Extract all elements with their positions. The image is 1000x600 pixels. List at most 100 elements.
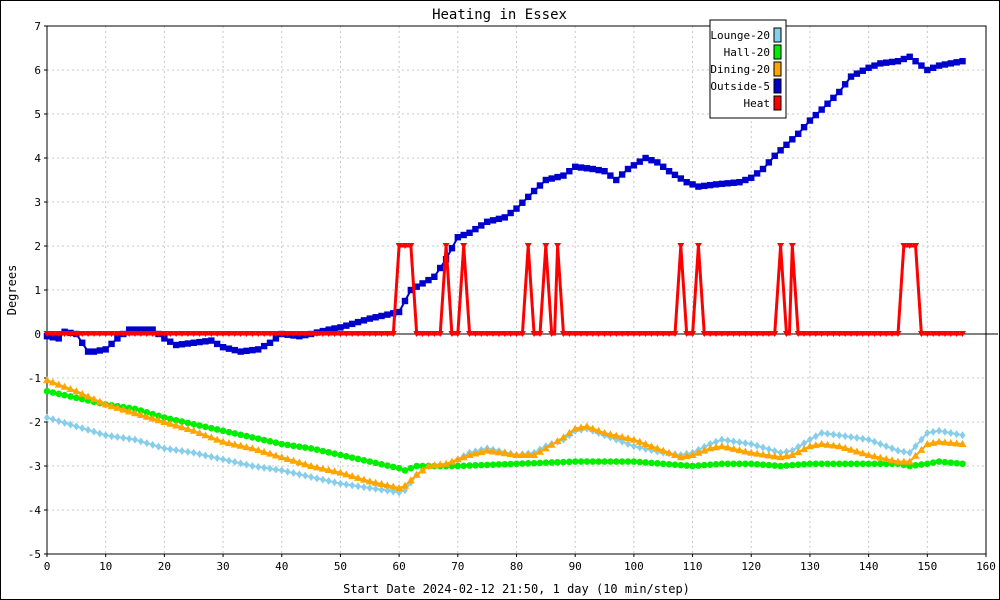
data-point [389,463,397,471]
data-point [143,331,151,337]
data-point [683,462,690,469]
data-point [582,422,591,430]
data-point [553,437,562,445]
data-point [325,449,333,456]
data-point [877,60,884,67]
data-point [148,414,157,422]
data-point [220,455,227,464]
data-point [419,280,426,287]
data-point [689,331,697,337]
data-point [243,432,250,440]
data-point [888,456,897,464]
data-point [431,273,438,280]
data-point [865,331,873,337]
data-point [841,443,850,451]
data-point [495,461,503,468]
data-point [905,457,914,465]
data-point [906,243,914,249]
data-point [736,438,743,447]
data-point [595,166,602,174]
data-point [789,461,796,469]
data-point [865,64,872,71]
data-point [108,432,115,441]
data-point [859,67,866,74]
data-point [759,331,767,337]
data-point [647,442,656,450]
data-point [641,440,650,447]
data-point [260,342,268,350]
data-point [73,422,80,431]
data-point [219,331,227,337]
data-point [818,429,825,437]
data-point [824,100,831,107]
data-point [378,312,385,320]
data-point [119,331,127,337]
data-point [84,392,93,400]
data-point [536,331,544,337]
data-point [759,165,767,173]
data-point [108,340,115,348]
data-point [125,331,133,337]
data-point [448,331,456,337]
data-point [918,461,925,468]
data-point [184,447,191,456]
data-point [765,461,773,469]
data-point [231,458,238,467]
data-point [489,447,498,455]
data-point [800,460,808,468]
y-tick-label: -4 [28,504,42,517]
data-point [61,391,68,399]
data-point [595,458,602,465]
data-point [354,331,362,337]
data-point [577,331,585,337]
legend-swatch [773,78,782,94]
data-point [946,438,955,446]
data-point [272,335,280,342]
data-point [589,165,596,173]
data-point [513,205,520,212]
data-point [366,484,373,492]
data-point [360,317,368,324]
data-point [782,331,790,337]
data-point [489,461,497,468]
data-point [378,331,386,337]
data-point [208,337,215,344]
data-point [230,440,239,448]
data-point [243,460,250,469]
data-point [214,454,221,463]
data-point [236,441,245,449]
data-point [424,462,433,469]
data-point [771,152,778,159]
data-point [412,470,421,478]
data-point [736,460,743,468]
data-point [72,387,81,395]
data-point [800,331,808,337]
data-point [277,453,286,461]
data-point [900,55,908,63]
data-point [454,331,462,337]
data-point [224,439,233,447]
data-point [783,447,790,456]
data-point [249,346,256,354]
data-point [237,431,244,439]
data-point [125,407,134,415]
data-point [289,456,298,464]
data-point [959,460,966,468]
data-point [935,458,943,465]
data-point [330,467,339,475]
data-point [437,264,444,272]
data-point [535,447,544,455]
data-point [894,331,902,337]
data-point [823,440,832,448]
data-point [149,410,156,418]
data-point [530,187,538,195]
data-point [841,331,849,337]
data-point [196,338,203,346]
data-point [747,448,756,456]
data-point [471,449,480,457]
data-point [924,66,931,74]
data-point [255,462,262,471]
data-point [853,433,860,442]
data-point [765,445,772,454]
data-point [671,461,679,468]
